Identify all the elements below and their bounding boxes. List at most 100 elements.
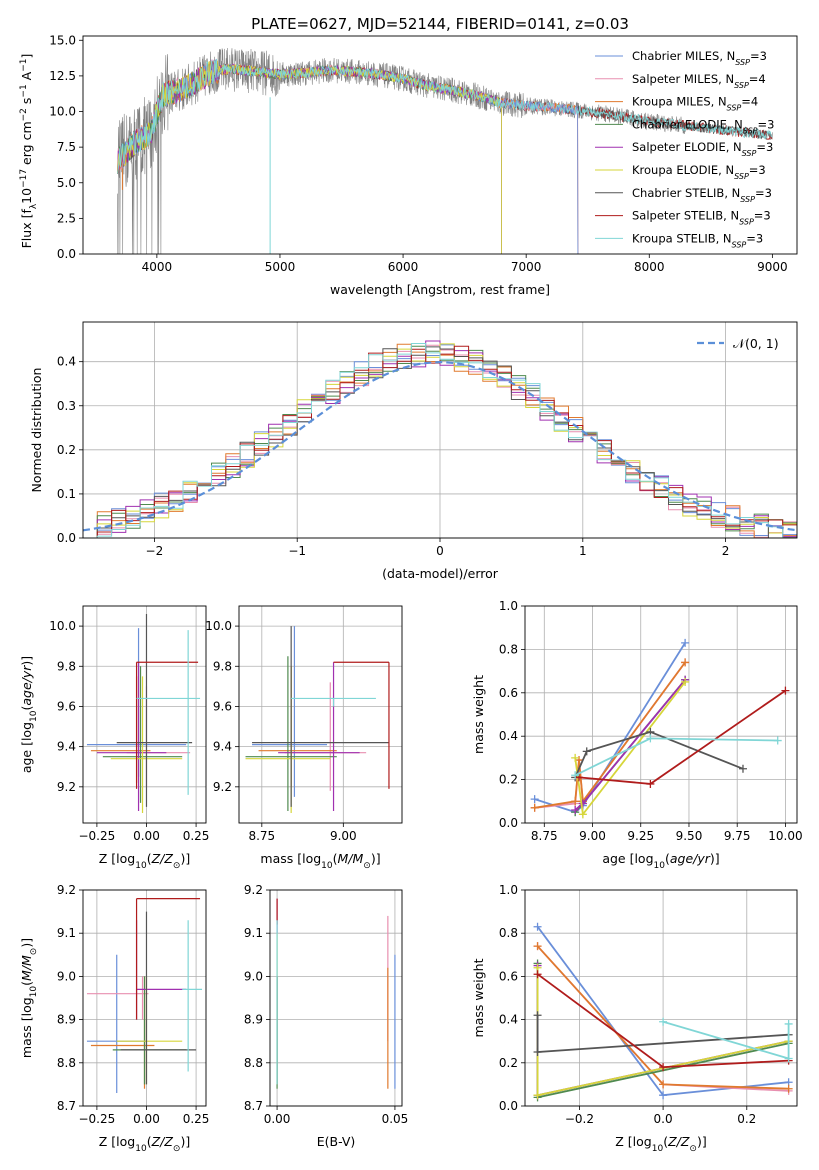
plot-area-mass_vs_ebv [276,898,396,1089]
x-tick-label: −0.25 [78,829,115,843]
x-tick-label: 0.05 [382,1112,409,1126]
series-line [534,661,686,809]
axes-frame [82,889,207,1107]
panel-mass_vs_Z: −0.25 0.00 0.258.78.88.99.09.19.2Z [log10(… [19,883,209,1154]
axes-age_vs_mass: 8.75 9.00 9.2 9.4 9.6 9.8 10.0 mass [log10(M/M⊙… [205,605,403,871]
legend-text: Chabrier MILES, N [632,49,735,63]
series-kroupa-miles [533,942,793,1093]
y-tick-label: 9.0 [244,969,263,983]
legend-entry: Chabrier MILES, NSSP=3 [632,49,767,67]
legend-suffix: =4 [749,72,766,86]
series-marker [578,799,587,808]
point-kroupa-elodie [116,976,183,1085]
axes-frame [238,605,403,824]
plot-area-spectrum [117,47,773,254]
x-tick-label: 1 [579,544,587,558]
series-marker [784,1019,793,1028]
label-part: 10 [19,188,34,204]
label-part: M/M [19,955,34,981]
y-tick-label: 0.4 [499,729,518,743]
point-kroupa-miles [258,666,337,787]
y-tick-label: 9.8 [213,659,232,673]
series-marker [533,922,542,931]
label-part: ( [333,851,338,866]
panel-weight_vs_age: 8.75 9.00 9.25 9.50 9.75 10.00 0.0 0.2 0.4 0.6 0.8… [471,599,803,871]
series-marker [659,1091,668,1100]
label-part: 10 [652,1144,664,1154]
axes-residuals: −2 −1 0 1 2 0.0 0.1 0.2 0.3 0.4 (data-model)/error… [29,321,798,581]
x-tick-label: −0.25 [78,1112,115,1126]
y-tick-label: 8.9 [244,1013,263,1027]
legend-text: Salpeter MILES, N [632,72,734,86]
x-tick-label: 4000 [142,260,173,274]
x-axis-label: Z [log10(Z/Z⊙)] [99,851,190,871]
y-tick-label: 0.8 [499,926,518,940]
point-chabrier-stelib [252,626,389,807]
y-tick-label: 0.4 [57,355,76,369]
x-tick-label: 2 [722,544,730,558]
axes-age_vs_Z: −0.25 0.00 0.259.29.49.69.810.0Z [log10(Z/… [19,605,209,871]
label-part: )] [710,851,720,866]
label-part: mass [log [19,997,34,1058]
series-marker [738,764,747,773]
y-tick-label: 9.2 [213,780,232,794]
panel-mass_vs_ebv: 0.00 0.05 8.7 8.8 8.9 9.0 9.1 9.2 E(B-V) [244,883,408,1149]
plot-area-age_vs_mass [245,626,390,813]
figure-title: PLATE=0627, MJD=52144, FIBERID=0141, z=0… [251,15,629,33]
y-tick-label: 8.8 [57,1056,76,1070]
axes-mass_vs_ebv: 0.00 0.05 8.7 8.8 8.9 9.0 9.1 9.2 E(B-V) [244,883,408,1149]
point-chabrier-miles [86,954,147,1094]
y-tick-label: 9.6 [213,699,232,713]
label-part: age [log [19,722,34,773]
legend-suffix: =3 [758,117,775,131]
panel-weight_vs_Z: −0.2 0.0 0.2 0.0 0.2 0.4 0.6 0.8 1.0 Z [log10(Z/Z… [471,883,798,1154]
series-marker [784,1054,793,1063]
label-part: Z [log [615,1134,651,1149]
label-part: Z/Z [151,851,174,866]
series-marker [646,779,655,788]
x-tick-label: 0.00 [264,1112,291,1126]
series-marker [681,638,690,647]
series-marker [659,1080,668,1089]
label-part: ( [19,706,34,711]
y-tick-label: 9.2 [57,780,76,794]
axes-frame [524,889,798,1107]
y-axis-label: Flux [fλ10−17 erg cm−2 s−1 A−1] [19,54,39,249]
series-marker [578,810,587,819]
y-tick-label: 9.2 [57,883,76,897]
point-chabrier-miles [252,626,328,797]
x-tick-label: 0.00 [133,1112,160,1126]
series-marker [571,805,580,814]
series-marker [533,1091,542,1100]
point-salpeter-stelib [135,661,199,789]
y-tick-label: 0.2 [499,773,518,787]
label-part: 10 [29,986,39,998]
axes-frame [269,889,403,1107]
legend-sub: SSP [727,103,742,112]
series-marker [681,658,690,667]
panel-spectrum: 4000 5000 6000 7000 8000 9000 0.0 2.5 5.0 7.5 10.0… [19,33,798,297]
y-tick-label: 1.0 [499,883,518,897]
x-axis-label: Z [log10(Z/Z⊙)] [615,1134,706,1154]
panel-age_vs_mass: 8.75 9.00 9.2 9.4 9.6 9.8 10.0 mass [log10(M/M⊙… [205,605,403,871]
y-tick-label: 0.6 [499,686,518,700]
axes-frame [82,35,798,255]
x-tick-label: 9.25 [627,829,654,843]
series-marker [659,1017,668,1026]
x-tick-label: 7000 [511,260,542,274]
label-part: 10 [135,1144,147,1154]
gaussian-curve [83,360,797,532]
x-tick-label: −0.2 [565,1112,594,1126]
plot-area-residuals [83,340,797,538]
label-part: )] [19,656,34,666]
y-tick-label: 9.1 [57,926,76,940]
legend-sub: SSP [732,240,747,249]
y-tick-label: 9.8 [57,659,76,673]
x-tick-label: 5000 [265,260,296,274]
y-axis-label: Normed distribution [29,368,44,493]
series-marker [530,795,539,804]
label-part: −1 [19,84,29,97]
y-tick-label: 0.2 [499,1056,518,1070]
legend-entry: Salpeter ELODIE, NSSP=3 [632,140,773,158]
x-tick-label: 10.00 [768,829,802,843]
